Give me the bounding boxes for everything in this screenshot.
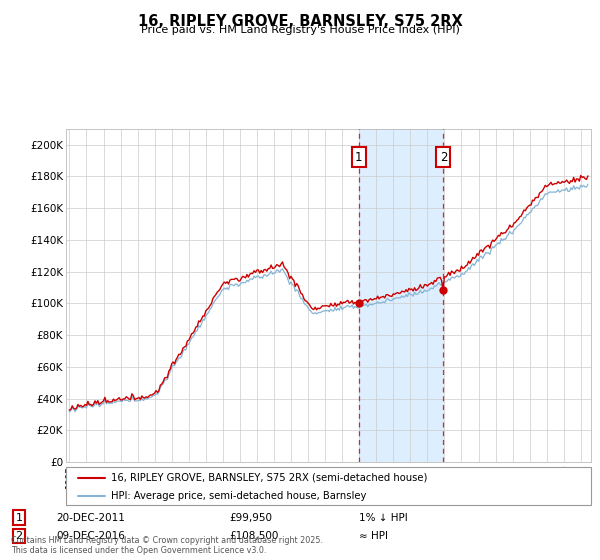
Text: Contains HM Land Registry data © Crown copyright and database right 2025.
This d: Contains HM Land Registry data © Crown c…: [11, 536, 323, 555]
Bar: [359, 129, 443, 462]
Text: 2: 2: [440, 151, 447, 164]
Text: 2: 2: [16, 531, 22, 541]
Text: 16, RIPLEY GROVE, BARNSLEY, S75 2RX: 16, RIPLEY GROVE, BARNSLEY, S75 2RX: [137, 14, 463, 29]
Text: ≈ HPI: ≈ HPI: [359, 531, 388, 541]
Text: 20-DEC-2011: 20-DEC-2011: [56, 513, 125, 523]
Text: Price paid vs. HM Land Registry's House Price Index (HPI): Price paid vs. HM Land Registry's House …: [140, 25, 460, 35]
Text: £99,950: £99,950: [229, 513, 272, 523]
Text: 1: 1: [355, 151, 362, 164]
Text: HPI: Average price, semi-detached house, Barnsley: HPI: Average price, semi-detached house,…: [110, 491, 366, 501]
Text: 16, RIPLEY GROVE, BARNSLEY, S75 2RX (semi-detached house): 16, RIPLEY GROVE, BARNSLEY, S75 2RX (sem…: [110, 473, 427, 483]
Text: 1% ↓ HPI: 1% ↓ HPI: [359, 513, 407, 523]
Text: 09-DEC-2016: 09-DEC-2016: [56, 531, 125, 541]
Text: £108,500: £108,500: [229, 531, 279, 541]
Text: 1: 1: [16, 513, 22, 523]
